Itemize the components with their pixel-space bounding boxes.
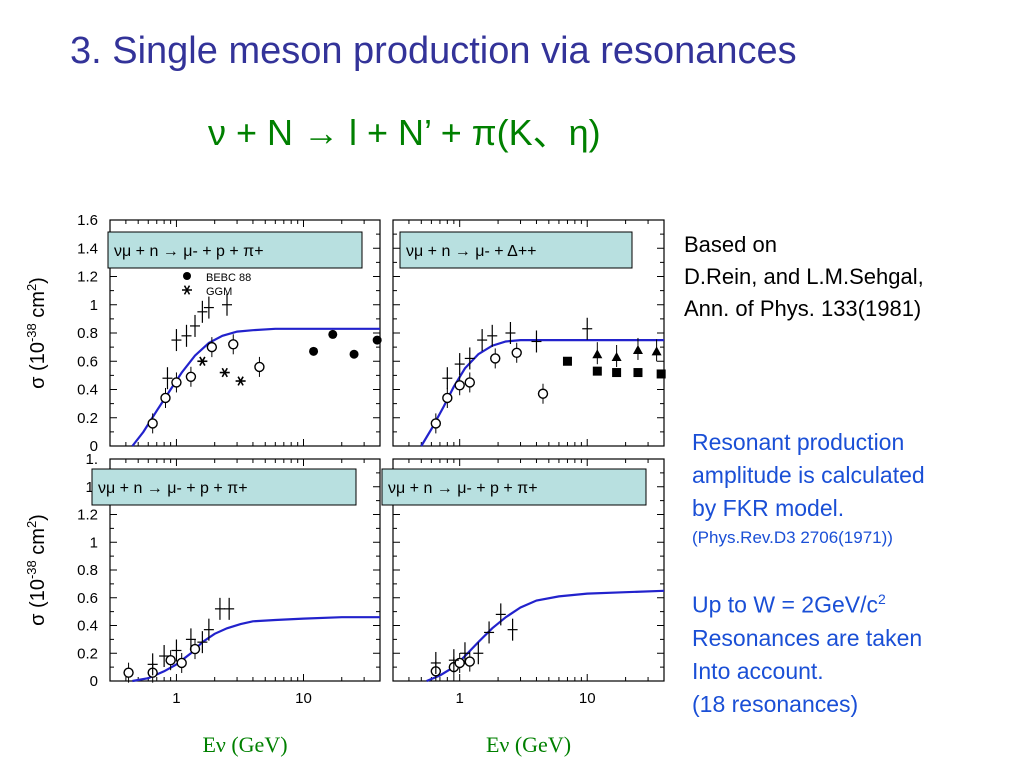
data-point-filled-circle [309, 346, 319, 356]
y-tick-label: 0 [90, 673, 98, 690]
data-point-open-circle [123, 667, 134, 678]
y-axis-label: σ (10-38 cm2) [24, 277, 49, 389]
resonance-line-1-text: Up to W = 2GeV/c [692, 591, 878, 618]
fkr-citation: (Phys.Rev.D3 2706(1971)) [692, 528, 893, 547]
fkr-line-2: amplitude is calculated [692, 462, 925, 488]
data-point-open-circle [185, 371, 197, 382]
data-point-filled-circle [372, 335, 382, 345]
data-point-filled-square [612, 368, 622, 378]
y-tick-label: 0 [90, 438, 98, 455]
panel-label: νμ + n → μ- + p + π+ [98, 480, 248, 497]
reference-line-1: Based on [684, 232, 777, 257]
theory-curve [131, 327, 380, 447]
y-tick-label: 0.4 [77, 382, 98, 399]
theory-curve [132, 616, 380, 683]
y-tick-label: 1. [85, 451, 98, 468]
reference-line-2: D.Rein, and L.M.Sehgal, [684, 264, 924, 289]
data-point-filled-square [562, 356, 572, 366]
legend: BEBC 88 GGM [182, 272, 251, 298]
panel-label: νμ + n → μ- + p + π+ [388, 480, 538, 497]
reference-line-3: Ann. of Phys. 133(1981) [684, 296, 922, 321]
y-tick-label: 0.2 [77, 410, 98, 427]
y-tick-label: 1 [90, 297, 98, 314]
legend-marker-filled-circle [183, 272, 191, 280]
panel-label: νμ + n → μ- + p + π+ [114, 243, 264, 260]
resonance-line-4: (18 resonances) [692, 690, 859, 717]
data-point-filled-triangle [611, 352, 622, 362]
theory-curve [420, 339, 664, 447]
y-tick-label: 0.6 [77, 590, 98, 607]
data-point-open-circle [430, 418, 442, 429]
y-tick-label: 0.6 [77, 353, 98, 370]
data-point-open-circle [176, 657, 187, 669]
x-axis-label: Eν (GeV) [202, 732, 287, 757]
page-title: 3. Single meson production via resonance… [70, 30, 797, 72]
data-point-open-circle [537, 388, 549, 399]
x-tick-label: 1 [456, 690, 464, 707]
resonance-line-1-sup: 2 [878, 591, 886, 607]
x-tick-label: 1 [172, 690, 180, 707]
panel-label-box [107, 231, 363, 269]
panel-label-box [399, 231, 633, 269]
data-point-star [199, 356, 206, 366]
data-point-filled-square [656, 369, 666, 379]
y-tick-label: 1 [90, 534, 98, 551]
y-tick-label: 0.2 [77, 645, 98, 662]
fkr-line-3: by FKR model. [692, 495, 845, 521]
data-point-filled-square [592, 366, 602, 376]
reference-block: Based on D.Rein, and L.M.Sehgal, Ann. of… [684, 229, 924, 325]
resonance-note: Up to W = 2GeV/c2 Resonances are taken I… [692, 583, 922, 721]
resonance-line-2: Resonances are taken [692, 624, 923, 651]
x-tick-label: 10 [579, 690, 596, 707]
y-tick-label: 0.8 [77, 562, 98, 579]
data-point-open-circle [511, 347, 522, 358]
data-point-filled-triangle [651, 346, 662, 356]
data-point-star [221, 367, 228, 378]
data-point-open-circle [464, 377, 475, 388]
fkr-note: Resonant production amplitude is calcula… [692, 426, 925, 551]
panel-bottom-right: 1 10 νμ + n → μ- + p + π+ Eν (GeV) [381, 458, 665, 757]
y-tick-label: 0.4 [77, 618, 98, 635]
data-point-filled-circle [328, 329, 338, 339]
panel-top-left: 0 0.2 0.4 0.6 0.8 1 1.2 1.4 1.6 σ (10-38 cm2) BEBC… [24, 212, 382, 455]
y-tick-label: 0.8 [77, 325, 98, 342]
legend-marker-star [183, 285, 191, 295]
panel-label: νμ + n → μ- + Δ++ [406, 243, 537, 260]
data-point-open-circle [206, 341, 218, 353]
panel-top-right: νμ + n → μ- + Δ++ [392, 219, 666, 447]
y-tick-label: 1.2 [77, 507, 98, 524]
reaction-equation: ν + N → l + N’ + π(K、η) [208, 112, 601, 153]
data-point-open-circle [228, 339, 239, 350]
data-point-open-circle [442, 392, 453, 404]
x-tick-label: 10 [295, 690, 312, 707]
resonance-line-3: Into account. [692, 657, 824, 684]
data-point-open-circle [171, 377, 182, 388]
y-axis-label: σ (10-38 cm2) [24, 514, 49, 626]
data-point-open-circle [254, 361, 265, 373]
data-point-open-circle [454, 380, 465, 391]
legend-entry: BEBC 88 [206, 272, 251, 284]
data-point-filled-square [633, 368, 643, 378]
fkr-line-1: Resonant production [692, 429, 905, 455]
data-point-open-circle [189, 643, 201, 655]
data-point-open-circle [464, 656, 475, 667]
data-point-filled-triangle [592, 349, 603, 359]
y-tick-label: 1.6 [77, 212, 98, 229]
data-point-filled-circle [349, 349, 359, 359]
legend-entry: GGM [206, 286, 232, 298]
data-point-open-circle [147, 418, 158, 429]
data-point-open-circle [160, 392, 171, 404]
data-point-open-circle [490, 353, 501, 364]
data-point-open-circle [165, 654, 176, 666]
data-point-star [237, 376, 244, 386]
panel-label-box [381, 468, 647, 506]
data-point-filled-triangle [632, 344, 643, 354]
y-tick-label: 1.2 [77, 269, 98, 286]
y-tick-label: 1.4 [77, 240, 98, 257]
x-axis-label: Eν (GeV) [486, 732, 571, 757]
resonance-line-1: Up to W = 2GeV/c2 [692, 583, 922, 622]
panel-label-box [91, 468, 357, 506]
